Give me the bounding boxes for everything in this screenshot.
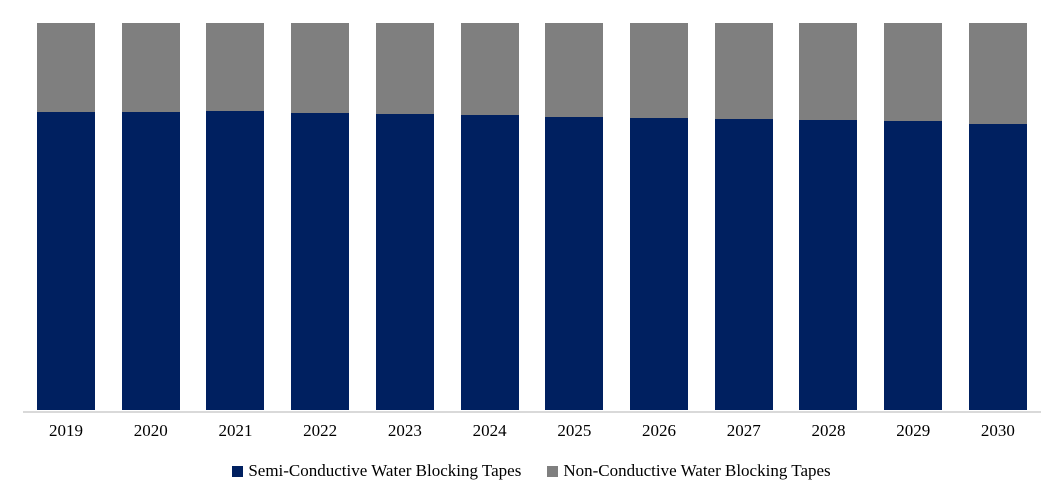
bar-2023	[375, 23, 434, 410]
bar-2019	[37, 23, 95, 410]
plot-area	[37, 23, 1027, 410]
x-axis-label-2020: 2020	[133, 421, 168, 440]
legend-swatch-semi-conductive-icon	[232, 465, 244, 477]
segment-non-conductive-2029	[884, 23, 943, 122]
segment-non-conductive-2030	[968, 23, 1027, 124]
segment-semi-conductive-2024	[460, 114, 519, 410]
x-axis-label-2026: 2026	[642, 421, 677, 440]
segment-non-conductive-2023	[375, 23, 434, 114]
segment-non-conductive-2027	[714, 23, 773, 119]
x-axis-label-2019: 2019	[49, 421, 83, 440]
x-axis-label-2029: 2029	[896, 421, 931, 440]
legend-label-semi-conductive: Semi-Conductive Water Blocking Tapes	[248, 461, 522, 480]
segment-non-conductive-2019	[37, 23, 95, 112]
segment-semi-conductive-2019	[37, 112, 95, 410]
segment-semi-conductive-2026	[630, 118, 689, 410]
segment-semi-conductive-2027	[714, 118, 773, 410]
bar-2022	[291, 23, 350, 410]
bar-2021	[206, 23, 265, 410]
segment-non-conductive-2025	[545, 23, 604, 118]
x-axis-label-2027: 2027	[726, 421, 761, 440]
bar-2025	[545, 23, 604, 410]
x-axis-label-2024: 2024	[472, 421, 507, 440]
segment-non-conductive-2022	[291, 23, 350, 114]
x-axis-label-2022: 2022	[303, 421, 338, 440]
x-axis-label-2025: 2025	[557, 421, 592, 440]
x-axis-line	[23, 411, 1041, 413]
legend: Semi-Conductive Water Blocking Tapes Non…	[0, 461, 1063, 481]
bar-2029	[884, 23, 943, 410]
segment-semi-conductive-2021	[206, 111, 265, 410]
bar-2024	[460, 23, 519, 410]
bar-2028	[799, 23, 858, 410]
bar-2026	[630, 23, 689, 410]
x-axis-label-2030: 2030	[980, 421, 1015, 440]
segment-semi-conductive-2030	[968, 123, 1027, 410]
segment-non-conductive-2024	[460, 23, 519, 115]
segment-non-conductive-2020	[121, 23, 180, 112]
segment-non-conductive-2028	[799, 23, 858, 121]
segment-non-conductive-2021	[206, 23, 265, 112]
x-axis-labels: 2019 2020 2021 2022 2023 2024 2025 2026 2027 2028…	[37, 421, 1027, 441]
segment-semi-conductive-2025	[545, 117, 604, 410]
segment-semi-conductive-2020	[121, 112, 180, 410]
legend-entry-non-conductive: Non-Conductive Water Blocking Tapes	[547, 461, 831, 481]
x-axis-label-2021: 2021	[218, 421, 253, 440]
segment-semi-conductive-2028	[799, 120, 858, 410]
legend-swatch-non-conductive-icon	[547, 465, 559, 477]
segment-semi-conductive-2023	[375, 113, 434, 410]
x-axis-label-2023: 2023	[387, 421, 422, 440]
legend-label-non-conductive: Non-Conductive Water Blocking Tapes	[563, 461, 831, 480]
segment-non-conductive-2026	[630, 23, 689, 119]
bar-2027	[714, 23, 773, 410]
x-axis-label-2028: 2028	[811, 421, 846, 440]
legend-entry-semi-conductive: Semi-Conductive Water Blocking Tapes	[232, 461, 521, 481]
segment-semi-conductive-2022	[291, 113, 350, 410]
bar-2030	[968, 23, 1027, 410]
segment-semi-conductive-2029	[884, 121, 943, 410]
bar-2020	[121, 23, 180, 410]
